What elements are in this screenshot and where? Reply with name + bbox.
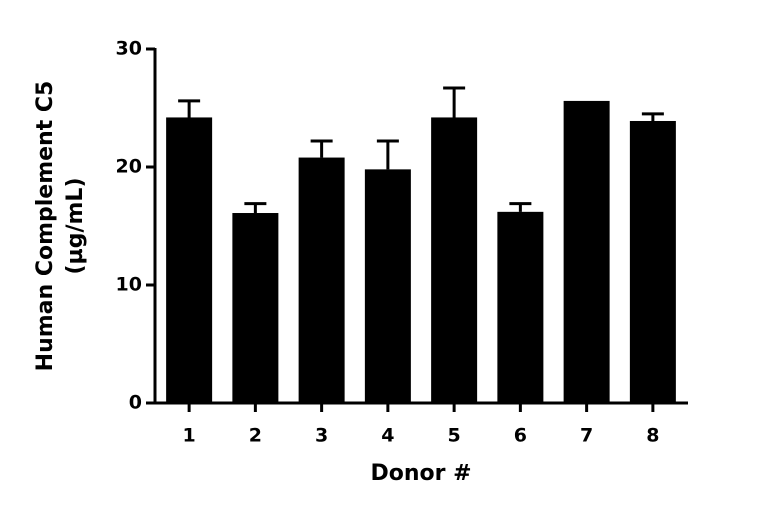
x-tick-label: 3 <box>315 425 328 447</box>
error-bar <box>641 112 664 121</box>
x-tick-label: 8 <box>646 425 659 447</box>
error-bar <box>244 202 267 214</box>
bar <box>298 157 345 403</box>
bar <box>629 120 676 403</box>
x-tick-label: 2 <box>249 425 262 447</box>
y-axis-title: (µg/mL) <box>63 177 88 274</box>
error-bar <box>310 139 333 158</box>
y-axis-title: Human Complement C5 <box>33 81 58 372</box>
error-bar <box>178 99 201 118</box>
y-tick-label: 0 <box>129 392 142 414</box>
bar <box>497 211 544 403</box>
error-bar <box>509 202 532 212</box>
y-tick-label: 10 <box>116 274 142 296</box>
bar <box>431 117 478 403</box>
error-bar <box>443 86 466 118</box>
y-tick-label: 30 <box>116 38 142 60</box>
x-tick-label: 1 <box>183 425 196 447</box>
error-bar <box>376 139 399 170</box>
y-tick-label: 20 <box>116 156 142 178</box>
bar <box>563 100 610 404</box>
x-tick-label: 5 <box>448 425 461 447</box>
x-tick-label: 4 <box>381 425 394 447</box>
x-axis-title: Donor # <box>370 461 471 486</box>
bar <box>166 117 213 403</box>
x-tick-label: 7 <box>580 425 593 447</box>
bar <box>232 213 279 403</box>
bar <box>364 169 411 403</box>
x-tick-label: 6 <box>514 425 527 447</box>
